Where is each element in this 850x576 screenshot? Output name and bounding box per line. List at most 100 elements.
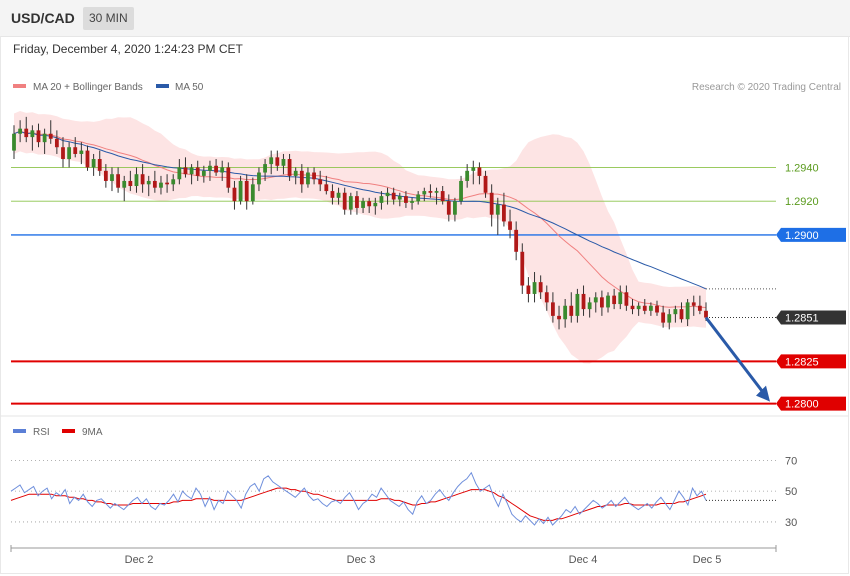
candle [201, 165, 206, 183]
candle [575, 288, 580, 323]
candle [220, 160, 225, 181]
candle-body [483, 175, 488, 193]
candle [410, 197, 414, 210]
candle-body [575, 293, 580, 316]
candle [128, 170, 133, 192]
candle [91, 153, 96, 176]
main-legend: MA 20 + Bollinger Bands MA 50 Research ©… [13, 82, 841, 93]
candle-body [495, 204, 500, 215]
candle [569, 292, 574, 323]
candle [557, 305, 561, 330]
candle [48, 120, 53, 144]
candle-body [453, 201, 457, 215]
candle [30, 125, 35, 151]
candle-body [459, 180, 463, 202]
candle-body [177, 167, 182, 180]
candle-body [697, 305, 702, 311]
x-tick-label: Dec 4 [569, 554, 598, 566]
candle-body [593, 297, 598, 303]
x-tick-label: Dec 3 [347, 554, 376, 566]
candle-body [587, 302, 592, 310]
price-labels-layer: 1.2940 1.2920 1.2900 1.2851 1.2825 1.2800 [704, 162, 846, 411]
candle-body [24, 128, 29, 138]
candle [177, 159, 182, 185]
candle-body [281, 159, 286, 166]
candle [355, 191, 359, 215]
candle-body [214, 165, 218, 173]
candle [85, 145, 90, 171]
candle-body [312, 172, 316, 180]
moving-average-layer [13, 130, 707, 308]
candle [348, 192, 353, 215]
candle-body [85, 150, 90, 168]
candle [214, 159, 218, 176]
timeframe-badge[interactable]: 30 MIN [83, 7, 134, 30]
candle [226, 162, 231, 193]
candle-body [471, 167, 476, 171]
candle-body [36, 130, 41, 143]
candle [61, 137, 65, 168]
candle [508, 209, 512, 239]
rsi-pane: 70 50 30 [10, 455, 797, 529]
candle [642, 299, 647, 315]
level-label-1-2900: 1.2900 [785, 230, 819, 242]
candle-body [502, 204, 506, 222]
candle-body [61, 147, 65, 160]
candle-body [612, 295, 617, 305]
candle [250, 177, 255, 205]
candle-body [355, 196, 359, 208]
chart-datetime: Friday, December 4, 2020 1:24:23 PM CET [13, 42, 243, 56]
candle [648, 302, 653, 316]
candle-body [581, 293, 586, 310]
candle-body [624, 292, 629, 306]
candle-body [116, 174, 121, 188]
candle [514, 221, 519, 261]
candle-body [324, 184, 329, 192]
candle-body [189, 167, 194, 175]
candle [36, 123, 41, 148]
last-price-tag [776, 310, 846, 325]
candle-body [42, 133, 47, 143]
candle [103, 164, 108, 188]
candle [110, 167, 114, 192]
level-tag-1-2800 [776, 396, 846, 411]
candle-body [232, 187, 237, 202]
candle-body [667, 314, 672, 323]
candle-body [599, 297, 604, 308]
candle [293, 167, 298, 185]
candle [97, 150, 102, 176]
candle [416, 191, 421, 205]
candle-body [508, 221, 512, 230]
candle [422, 187, 427, 202]
x-tick-label: Dec 5 [693, 554, 722, 566]
candle-body [428, 191, 433, 193]
candle [263, 159, 267, 181]
candle [630, 299, 635, 315]
candle [342, 187, 347, 215]
candle [165, 174, 169, 193]
candle-body [434, 191, 439, 193]
candle [275, 150, 280, 171]
candle-body [330, 191, 335, 198]
candle [563, 299, 568, 328]
candle [581, 285, 586, 316]
candle [655, 300, 659, 316]
level-tag-1-2900 [776, 227, 846, 242]
candle [122, 175, 127, 202]
candle-body [220, 167, 225, 173]
candle-body [238, 180, 243, 202]
candle [312, 167, 316, 185]
legend-swatch-rsi [13, 429, 26, 433]
candle [391, 187, 396, 205]
candle [538, 275, 543, 300]
candle [434, 187, 439, 205]
candle [134, 167, 139, 193]
candle [299, 164, 304, 193]
candle-body [342, 192, 347, 210]
candle [171, 174, 176, 192]
candle [336, 187, 341, 205]
candle [79, 142, 84, 165]
candle [618, 285, 623, 310]
rsi-legend: RSI 9MA [13, 427, 103, 438]
candle-body [379, 196, 384, 203]
